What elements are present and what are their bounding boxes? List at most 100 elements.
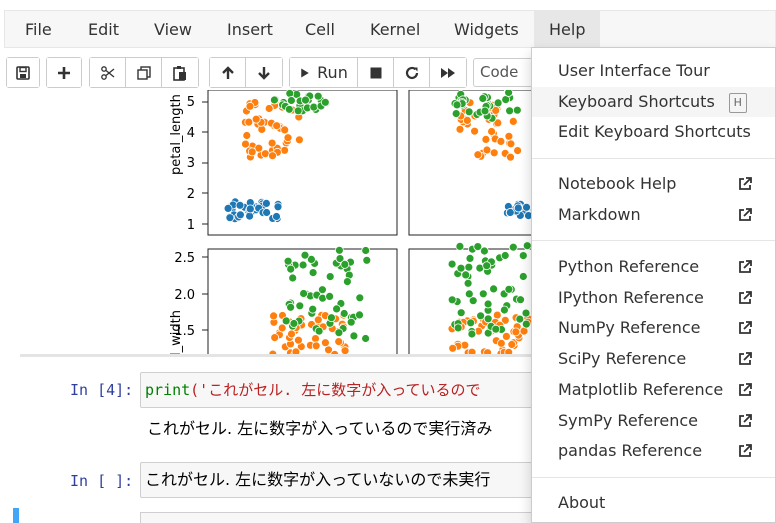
versicolor-point	[470, 126, 480, 136]
virginica-point	[269, 95, 279, 105]
keyboard-shortcuts-label: Keyboard Shortcuts	[558, 92, 715, 111]
virginica-point	[491, 324, 501, 334]
virginica-point	[346, 317, 356, 327]
menu-item-edit-shortcuts[interactable]: Edit Keyboard Shortcuts	[558, 122, 751, 141]
virginica-point	[456, 308, 466, 318]
menu-kernel[interactable]: Kernel	[370, 20, 421, 39]
virginica-point	[306, 254, 316, 264]
menu-file[interactable]: File	[25, 20, 52, 39]
pandas-reference-label: pandas Reference	[558, 441, 703, 460]
menu-cell[interactable]: Cell	[305, 20, 335, 39]
virginica-point	[476, 311, 486, 321]
versicolor-point	[487, 127, 497, 136]
run-button[interactable]: Run	[290, 58, 358, 87]
versicolor-point	[245, 101, 255, 111]
play-icon	[301, 68, 309, 77]
virginica-point	[479, 246, 489, 256]
menu-view[interactable]: View	[154, 20, 192, 39]
menu-divider	[532, 477, 775, 478]
ytick-1: 1	[187, 218, 195, 233]
setosa-point	[513, 203, 523, 213]
menu-item-ui-tour[interactable]: User Interface Tour	[558, 61, 710, 80]
menu-item-sympy-reference[interactable]: SymPy Reference	[532, 406, 775, 436]
pairplot-figure: 5 4 3 2 1 2.5 2.0 1.5 petal_length l_wid…	[20, 90, 580, 356]
menu-item-ipython-reference[interactable]: IPython Reference	[532, 283, 775, 313]
insert-cell-button[interactable]	[47, 58, 81, 87]
virginica-point	[286, 302, 296, 312]
menu-item-scipy-reference[interactable]: SciPy Reference	[532, 344, 775, 374]
notebook-help-label: Notebook Help	[558, 174, 677, 193]
restart-run-all-button[interactable]	[430, 58, 466, 87]
python-reference-label: Python Reference	[558, 257, 700, 276]
ytick-5: 5	[187, 95, 195, 110]
virginica-point	[466, 318, 476, 328]
virginica-point	[500, 251, 510, 260]
virginica-point	[464, 262, 474, 272]
versicolor-point	[481, 135, 491, 144]
setosa-point	[223, 204, 233, 213]
virginica-point	[308, 304, 318, 314]
menu-edit[interactable]: Edit	[88, 20, 119, 39]
versicolor-point	[272, 121, 282, 131]
virginica-point	[493, 98, 503, 108]
selected-cell-indicator	[13, 508, 19, 523]
menu-item-python-reference[interactable]: Python Reference	[532, 252, 775, 282]
virginica-point	[447, 295, 457, 305]
cut-button[interactable]	[90, 58, 126, 87]
virginica-point	[301, 95, 310, 105]
copy-button[interactable]	[126, 58, 162, 87]
save-button[interactable]	[7, 58, 39, 87]
virginica-point	[334, 245, 344, 255]
virginica-point	[463, 278, 473, 288]
versicolor-point	[267, 138, 277, 148]
setosa-point	[235, 210, 245, 220]
versicolor-point	[507, 340, 517, 349]
matplotlib-reference-label: Matplotlib Reference	[558, 380, 724, 399]
menu-item-notebook-help[interactable]: Notebook Help	[532, 169, 775, 199]
cell4-input[interactable]: print('これがセル. 左に数字が入っているので	[140, 372, 560, 408]
ytick-2-0: 2.0	[174, 288, 195, 303]
cell5-prompt: In [ ]:	[70, 472, 134, 490]
setosa-point	[272, 212, 281, 221]
move-down-button[interactable]	[246, 58, 282, 87]
versicolor-point	[313, 315, 323, 325]
move-up-button[interactable]	[210, 58, 246, 87]
next-cell-input[interactable]	[140, 512, 560, 523]
menu-widgets[interactable]: Widgets	[454, 20, 519, 39]
menu-item-matplotlib-reference[interactable]: Matplotlib Reference	[532, 375, 775, 405]
virginica-point	[355, 310, 364, 320]
cell5-input[interactable]: これがセル. 左に数字が入っていないので未実行	[140, 462, 560, 498]
virginica-point	[508, 242, 518, 252]
virginica-point	[452, 100, 462, 110]
menu-item-pandas-reference[interactable]: pandas Reference	[532, 436, 775, 466]
virginica-point	[355, 293, 365, 303]
setosa-point	[273, 202, 283, 212]
interrupt-button[interactable]	[358, 58, 394, 87]
external-link-icon	[739, 383, 752, 396]
menu-divider	[532, 240, 775, 241]
versicolor-point	[506, 139, 516, 149]
virginica-point	[332, 304, 342, 314]
shortcut-key-badge: H	[728, 92, 747, 113]
versicolor-point	[500, 315, 510, 325]
plot-panel-2	[408, 90, 580, 236]
menu-item-about[interactable]: About	[558, 493, 606, 512]
ytick-1-5: 1.5	[174, 324, 195, 339]
versicolor-point	[277, 323, 287, 333]
virginica-point	[293, 106, 303, 116]
virginica-point	[283, 256, 293, 266]
virginica-point	[286, 96, 296, 105]
restart-button[interactable]	[394, 58, 430, 87]
virginica-point	[515, 314, 525, 324]
paste-button[interactable]	[162, 58, 198, 87]
menu-help[interactable]: Help	[534, 11, 601, 48]
virginica-point	[289, 319, 299, 328]
menu-item-numpy-reference[interactable]: NumPy Reference	[532, 313, 775, 343]
virginica-point	[325, 291, 335, 301]
external-link-icon	[739, 291, 752, 304]
menu-insert[interactable]: Insert	[227, 20, 273, 39]
menu-item-markdown[interactable]: Markdown	[532, 200, 775, 230]
menu-item-keyboard-shortcuts[interactable]: Keyboard Shortcuts H	[532, 87, 775, 117]
virginica-point	[326, 313, 336, 323]
versicolor-point	[293, 335, 303, 345]
